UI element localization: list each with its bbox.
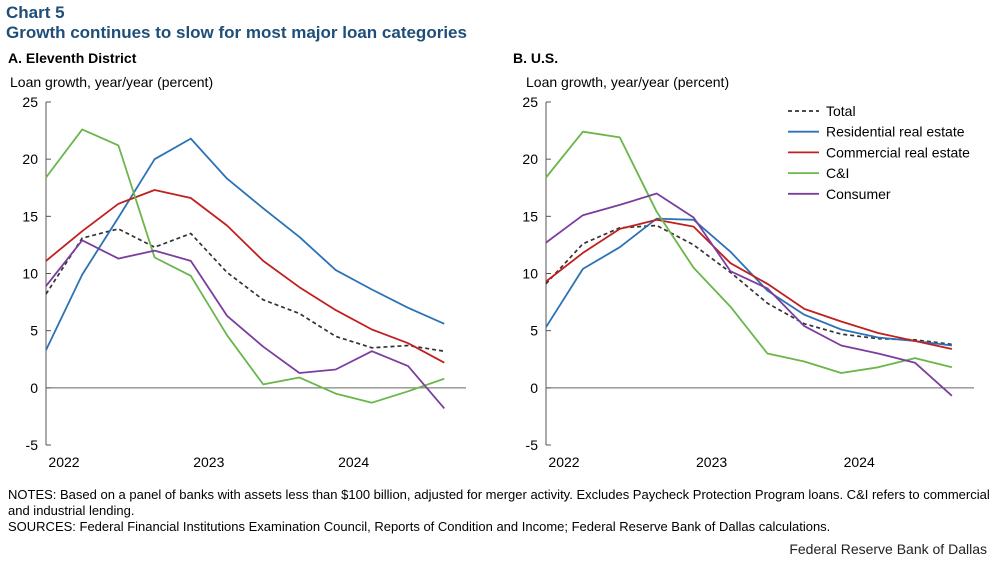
panel-b-xtick-label: 2023 — [696, 454, 727, 470]
sources-text: SOURCES: Federal Financial Institutions … — [8, 519, 831, 534]
charts-area: A. Eleventh District Loan growth, year/ye… — [8, 50, 974, 470]
panel-a-series-consumer — [45, 239, 445, 409]
panel-a-xtick-label: 2022 — [48, 454, 79, 470]
notes-text: NOTES: Based on a panel of banks with as… — [8, 487, 990, 518]
panel-a-series-commercial-real-estate — [45, 189, 445, 364]
panel-a-series-candi — [45, 128, 445, 404]
panel-a-ytick-label: 5 — [30, 323, 38, 339]
panel-a-ytick-label: 0 — [30, 380, 38, 396]
panel-b-ytick-label: -5 — [526, 437, 539, 453]
panel-b-ytick-label: 0 — [530, 380, 538, 396]
legend-label: Residential real estate — [826, 124, 965, 140]
panel-a-ylabel: Loan growth, year/year (percent) — [10, 74, 213, 90]
panel-a-ytick-label: 20 — [22, 151, 38, 167]
panel-b-ytick-label: 20 — [522, 151, 538, 167]
panel-a-xtick-label: 2023 — [193, 454, 224, 470]
chart-number: Chart 5 — [6, 3, 65, 22]
panel-b-ytick-label: 10 — [522, 266, 538, 282]
panel-b-ylabel: Loan growth, year/year (percent) — [526, 74, 729, 90]
panel-b-series-total — [545, 224, 953, 346]
panel-a-xtick-label: 2024 — [338, 454, 369, 470]
panel-b-ytick-label: 5 — [530, 323, 538, 339]
panel-a-ytick-label: 10 — [22, 266, 38, 282]
panel-b-title: B. U.S. — [513, 50, 558, 66]
panel-b-ytick-label: 15 — [522, 208, 538, 224]
panel-b-series-consumer — [545, 192, 953, 397]
legend-label: C&I — [826, 165, 849, 181]
notes-block: NOTES: Based on a panel of banks with as… — [8, 487, 990, 535]
panel-b-xtick-label: 2024 — [844, 454, 875, 470]
panel-a-ytick-label: 15 — [22, 208, 38, 224]
legend-label: Total — [826, 103, 856, 119]
legend-label: Consumer — [826, 186, 891, 202]
panel-b-ytick-label: 25 — [522, 94, 538, 110]
panel-b-xtick-label: 2022 — [548, 454, 579, 470]
panel-b-series-residential-real-estate — [545, 217, 953, 347]
panel-b-series-commercial-real-estate — [545, 218, 953, 350]
panel-a-ytick-label: 25 — [22, 94, 38, 110]
panel-a-ytick-label: -5 — [26, 437, 39, 453]
panel-a-series-residential-real-estate — [45, 137, 445, 351]
panel-b-series-candi — [545, 130, 953, 374]
credit-text: Federal Reserve Bank of Dallas — [789, 541, 987, 557]
panel-a-title: A. Eleventh District — [8, 50, 137, 66]
chart-title: Growth continues to slow for most major … — [6, 23, 467, 42]
panel-a-series-total — [45, 228, 445, 353]
legend-label: Commercial real estate — [826, 144, 970, 160]
